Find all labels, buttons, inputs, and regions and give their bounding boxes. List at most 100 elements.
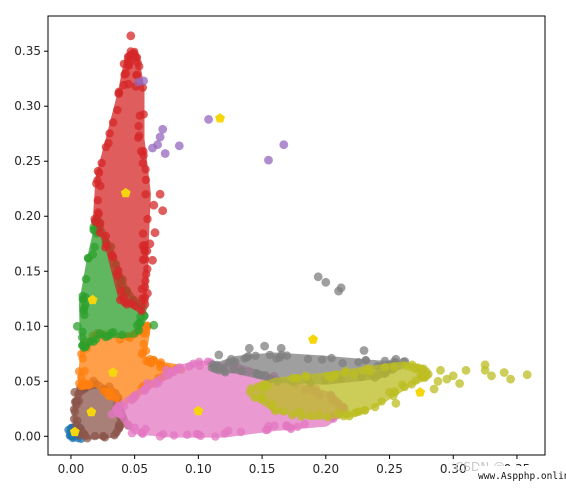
y-tick-label: 0.20: [14, 209, 41, 223]
cluster-point: [70, 407, 80, 417]
cluster-point: [262, 425, 271, 435]
cluster-point: [127, 428, 137, 438]
cluster-point: [321, 277, 331, 287]
cluster-point: [104, 331, 113, 341]
cluster-point: [148, 255, 157, 265]
x-tick-label: 0.10: [185, 462, 212, 476]
cluster-point: [114, 408, 123, 418]
x-tick-label: 0.25: [376, 462, 403, 476]
cluster-point: [506, 374, 515, 384]
cluster-point: [288, 411, 297, 420]
cluster-point: [338, 359, 347, 368]
centroid-marker: [415, 387, 426, 397]
cluster-point: [145, 354, 155, 364]
cluster-point: [131, 301, 140, 310]
cluster-point: [90, 431, 100, 441]
cluster-point: [132, 70, 142, 80]
cluster-point: [143, 378, 152, 388]
centroid-marker: [108, 367, 118, 377]
centroid-marker: [120, 187, 131, 198]
cluster-point: [448, 371, 458, 381]
cluster-point: [270, 421, 279, 430]
cluster-point: [105, 129, 114, 138]
cluster-point: [109, 253, 118, 262]
cluster-point: [127, 395, 137, 405]
cluster-point: [277, 350, 286, 359]
cluster-point: [121, 68, 131, 78]
cluster-point: [140, 299, 150, 309]
centroid-marker: [69, 426, 80, 437]
y-tick-label: 0.10: [14, 319, 41, 333]
cluster-point: [149, 320, 159, 330]
plot-area: [64, 31, 532, 443]
cluster-point: [73, 416, 82, 425]
x-tick-label: 0.00: [58, 462, 85, 476]
cluster-point: [93, 176, 102, 185]
cluster-point: [380, 363, 390, 372]
cluster-point: [293, 422, 302, 432]
cluster-point: [141, 165, 150, 174]
cluster-point: [91, 217, 100, 227]
cluster-point: [81, 300, 90, 309]
cluster-point: [196, 431, 205, 441]
cluster-point: [358, 366, 368, 375]
cluster-point: [145, 239, 155, 249]
cluster-point: [101, 142, 111, 152]
cluster-point: [293, 373, 302, 383]
cluster-point: [93, 166, 103, 176]
cluster-point: [461, 365, 471, 375]
cluster-point: [84, 381, 93, 390]
cluster-point: [155, 132, 165, 142]
cluster-point: [282, 422, 291, 431]
y-tick-label: 0.30: [14, 99, 41, 113]
cluster-point: [135, 62, 144, 71]
cluster-point: [138, 428, 147, 438]
cluster-point: [78, 354, 88, 363]
cluster-point: [113, 105, 122, 115]
cluster-point: [158, 206, 168, 216]
x-tick-label: 0.15: [249, 462, 276, 476]
cluster-point: [74, 367, 84, 376]
cluster-point: [110, 431, 119, 440]
cluster-point: [314, 410, 323, 419]
cluster-point: [123, 79, 133, 89]
cluster-point: [78, 341, 87, 350]
cluster-5: [134, 76, 289, 165]
cluster-point: [136, 318, 145, 327]
cluster-point: [253, 370, 262, 379]
cluster-point: [229, 364, 238, 374]
cluster-point: [236, 427, 246, 437]
cluster-point: [151, 379, 161, 389]
cluster-point: [169, 431, 179, 440]
cluster-point: [84, 254, 93, 263]
cluster-point: [143, 264, 152, 274]
cluster-point: [480, 360, 490, 370]
axes-frame: [47, 15, 546, 456]
cluster-point: [155, 431, 165, 441]
cluster-point: [349, 370, 359, 379]
cluster-point: [126, 31, 136, 41]
cluster-point: [331, 370, 340, 379]
cluster-point: [487, 371, 496, 381]
cluster-point: [204, 115, 214, 124]
cluster-point: [72, 400, 81, 410]
cluster-point: [91, 335, 101, 344]
cluster-point: [117, 286, 126, 296]
cluster-point: [327, 353, 336, 363]
cluster-point: [318, 355, 327, 364]
centroid-marker: [86, 406, 97, 417]
cluster-point: [244, 343, 254, 353]
cluster-point: [305, 411, 315, 421]
cluster-point: [214, 350, 224, 360]
cluster-point: [139, 339, 148, 349]
cluster-point: [251, 351, 260, 360]
cluster-point: [370, 402, 380, 412]
cluster-point: [114, 266, 123, 275]
cluster-4: [90, 31, 168, 316]
cluster-point: [155, 189, 165, 199]
cluster-point: [391, 398, 401, 408]
cluster-point: [522, 370, 532, 380]
cluster-point: [139, 147, 148, 156]
cluster-point: [141, 175, 151, 185]
cluster-point: [244, 352, 253, 361]
